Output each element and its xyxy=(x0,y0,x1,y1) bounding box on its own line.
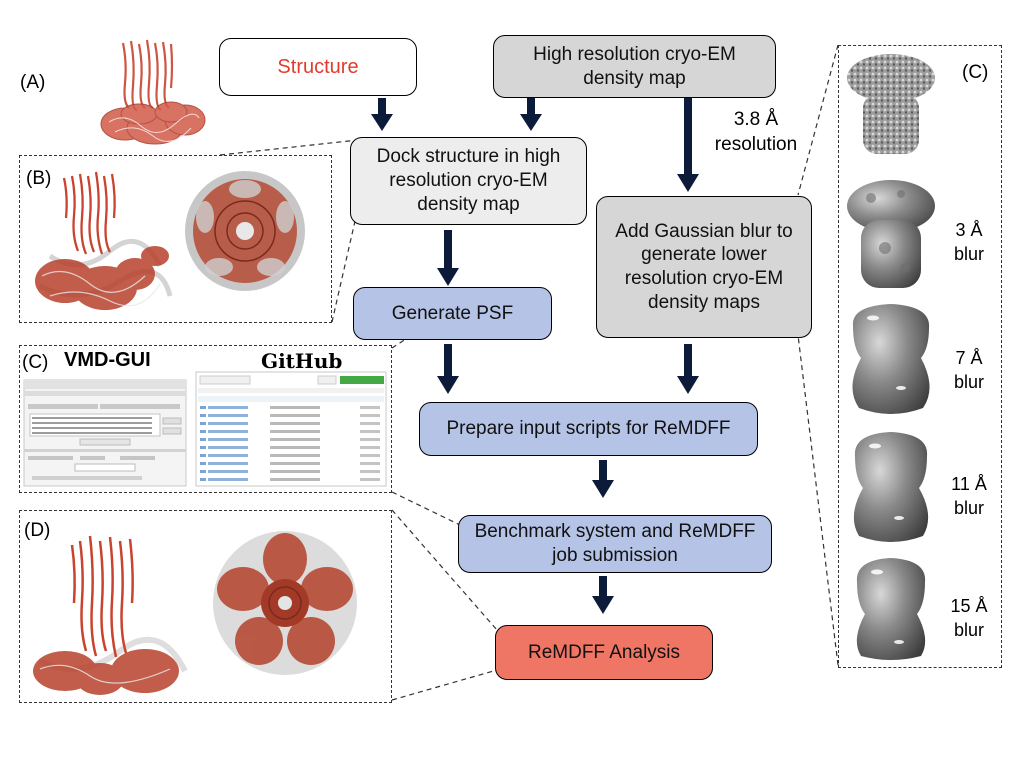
dashed-callouts xyxy=(219,44,839,701)
file-row-mark xyxy=(200,430,206,433)
docked-structure-views xyxy=(35,171,305,310)
file-row-mark xyxy=(360,414,380,417)
file-row-mark xyxy=(270,462,320,465)
blur-label-7: 7 Å blur xyxy=(953,348,984,393)
density-map-column xyxy=(847,54,935,660)
file-row-mark xyxy=(200,462,206,465)
file-row-mark xyxy=(208,414,248,417)
file-row-mark xyxy=(360,406,380,409)
arrow-scripts-to-benchmark xyxy=(592,460,614,498)
resolution-note: 3.8 Å resolution xyxy=(714,109,798,155)
file-row-mark xyxy=(208,438,248,441)
file-row-mark xyxy=(360,438,380,441)
blur-label-15: 15 Å blur xyxy=(950,596,988,641)
panel-label-c-right: (C) xyxy=(962,62,989,83)
software-screenshots xyxy=(23,371,387,487)
vmd-gui-title: VMD-GUI xyxy=(64,349,151,371)
arrow-map-to-blur xyxy=(677,98,699,192)
file-row-mark xyxy=(200,454,206,457)
file-row-mark xyxy=(208,478,248,481)
file-row-mark xyxy=(208,462,248,465)
github-file-rows xyxy=(200,406,380,481)
github-screenshot xyxy=(195,371,387,487)
panel-label-a: (A) xyxy=(20,72,46,93)
file-row-mark xyxy=(208,470,248,473)
file-row-mark xyxy=(270,470,320,473)
file-row-mark xyxy=(360,470,380,473)
vmd-gui-screenshot xyxy=(23,379,187,487)
file-row-mark xyxy=(208,454,248,457)
file-row-mark xyxy=(208,430,248,433)
prepare-scripts-box: Prepare input scripts for ReMDFF xyxy=(419,402,758,456)
file-row-mark xyxy=(360,446,380,449)
github-title: GitHub xyxy=(261,349,343,373)
file-row-mark xyxy=(270,406,320,409)
map-15A-blur xyxy=(856,558,926,660)
map-11A-blur xyxy=(853,432,929,542)
map-7A-blur xyxy=(852,304,930,414)
structure-thumbnail xyxy=(100,39,206,145)
arrow-map-to-dock xyxy=(520,98,542,131)
file-row-mark xyxy=(200,422,206,425)
structure-box: Structure xyxy=(219,38,417,96)
file-row-mark xyxy=(270,438,320,441)
blur-label-3: 3 Å blur xyxy=(953,220,984,265)
file-row-mark xyxy=(208,446,248,449)
benchmark-box: Benchmark system and ReMDFF job submissi… xyxy=(458,515,772,573)
panel-label-d: (D) xyxy=(24,520,51,541)
file-row-mark xyxy=(200,446,206,449)
panel-c-software: VMD-GUI GitHub xyxy=(19,345,392,493)
arrow-blur-to-scripts xyxy=(677,344,699,394)
panel-d xyxy=(19,510,392,703)
file-row-mark xyxy=(200,470,206,473)
file-row-mark xyxy=(208,406,248,409)
dock-structure-box: Dock structure in high resolution cryo-E… xyxy=(350,137,587,225)
file-row-mark xyxy=(270,414,320,417)
generate-psf-box: Generate PSF xyxy=(353,287,552,340)
file-row-mark xyxy=(360,478,380,481)
panel-label-c-left: (C) xyxy=(22,352,49,373)
arrow-dock-to-psf xyxy=(437,230,459,286)
arrow-structure-to-dock xyxy=(371,98,393,131)
analysis-box: ReMDFF Analysis xyxy=(495,625,713,680)
flow-arrows xyxy=(371,98,699,614)
file-row-mark xyxy=(200,438,206,441)
file-row-mark xyxy=(270,446,320,449)
file-row-mark xyxy=(360,422,380,425)
file-row-mark xyxy=(200,478,206,481)
arrow-benchmark-to-analysis xyxy=(592,576,614,614)
file-row-mark xyxy=(270,422,320,425)
panel-b xyxy=(19,155,332,323)
arrow-psf-to-scripts xyxy=(437,344,459,394)
file-row-mark xyxy=(360,430,380,433)
gaussian-blur-box: Add Gaussian blur to generate lower reso… xyxy=(596,196,812,338)
file-row-mark xyxy=(270,478,320,481)
map-3A-blur xyxy=(847,180,935,288)
file-row-mark xyxy=(360,462,380,465)
panel-label-b: (B) xyxy=(26,168,52,189)
file-row-mark xyxy=(200,406,206,409)
panel-c-density-maps: 3 Å blur 7 Å blur 11 Å blur 15 Å blur xyxy=(838,45,1002,668)
file-row-mark xyxy=(270,454,320,457)
final-structure-views xyxy=(33,531,357,695)
file-row-mark xyxy=(270,430,320,433)
file-row-mark xyxy=(208,422,248,425)
file-row-mark xyxy=(200,414,206,417)
file-row-mark xyxy=(360,454,380,457)
cryoem-map-box: High resolution cryo-EM density map xyxy=(493,35,776,98)
map-high-resolution xyxy=(847,54,935,154)
blur-label-11: 11 Å blur xyxy=(951,474,987,519)
